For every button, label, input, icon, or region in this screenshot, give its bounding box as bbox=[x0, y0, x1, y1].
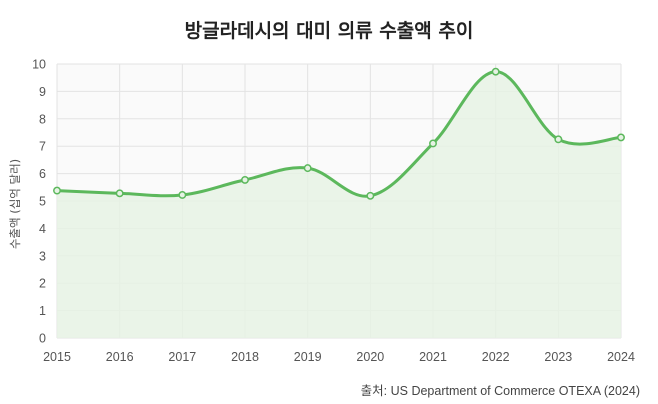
x-tick-label: 2022 bbox=[482, 350, 510, 364]
data-point bbox=[303, 164, 312, 173]
x-tick-label: 2018 bbox=[231, 350, 259, 364]
y-tick-label: 1 bbox=[39, 304, 46, 318]
y-tick-label: 3 bbox=[39, 249, 46, 263]
y-tick-label: 0 bbox=[39, 332, 46, 346]
y-tick-label: 2 bbox=[39, 277, 46, 291]
x-tick-label: 2020 bbox=[356, 350, 384, 364]
x-tick-label: 2019 bbox=[294, 350, 322, 364]
data-point bbox=[115, 189, 124, 198]
y-tick-label: 10 bbox=[32, 58, 46, 72]
y-tick-label: 8 bbox=[39, 112, 46, 126]
y-tick-label: 4 bbox=[39, 222, 46, 236]
y-tick-label: 5 bbox=[39, 195, 46, 209]
source-note: 출처: US Department of Commerce OTEXA (202… bbox=[360, 384, 640, 398]
x-tick-label: 2023 bbox=[544, 350, 572, 364]
data-point bbox=[491, 67, 500, 76]
chart-title: 방글라데시의 대미 의류 수출액 추이 bbox=[184, 20, 474, 42]
y-tick-label: 9 bbox=[39, 85, 46, 99]
area-fill bbox=[57, 71, 621, 339]
x-tick-label: 2016 bbox=[106, 350, 134, 364]
y-tick-label: 6 bbox=[39, 167, 46, 181]
data-point bbox=[429, 139, 437, 148]
x-tick-label: 2017 bbox=[168, 350, 196, 364]
data-points bbox=[53, 67, 625, 200]
data-point bbox=[241, 175, 249, 184]
data-point bbox=[178, 191, 187, 199]
y-axis-ticks: 0 1 2 3 4 5 6 7 8 9 10 bbox=[32, 58, 46, 346]
series-line bbox=[56, 70, 622, 198]
data-point bbox=[554, 135, 563, 144]
y-axis-label: 수출액 (십억 달러) bbox=[8, 159, 22, 249]
y-tick-label: 7 bbox=[39, 140, 46, 154]
x-axis-ticks: 2015 2016 2017 2018 2019 2020 2021 2022 2023 2024 bbox=[43, 350, 635, 364]
x-tick-label: 2024 bbox=[607, 350, 635, 364]
x-tick-label: 2021 bbox=[419, 350, 447, 364]
data-point bbox=[366, 191, 375, 200]
data-point bbox=[617, 133, 625, 142]
x-tick-label: 2015 bbox=[43, 350, 71, 364]
data-point bbox=[53, 186, 61, 195]
